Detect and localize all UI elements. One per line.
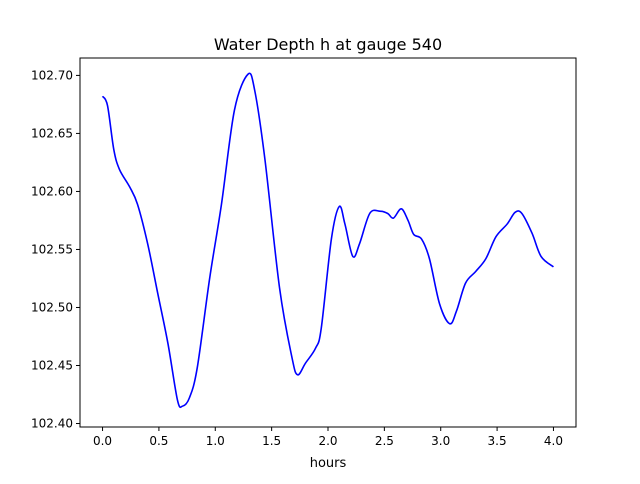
y-tick-label: 102.65 [31, 126, 73, 140]
y-tick-label: 102.40 [31, 417, 73, 431]
x-tick-label: 0.0 [93, 434, 112, 448]
y-tick-label: 102.70 [31, 68, 73, 82]
y-tick-label: 102.60 [31, 184, 73, 198]
x-tick-label: 2.0 [318, 434, 337, 448]
series-line-h [101, 72, 554, 409]
x-tick-label: 0.5 [149, 434, 168, 448]
x-tick-label: 4.0 [544, 434, 563, 448]
x-tick-label: 2.5 [375, 434, 394, 448]
y-tick-label: 102.45 [31, 359, 73, 373]
x-tick-label: 1.0 [206, 434, 225, 448]
y-tick-label: 102.55 [31, 242, 73, 256]
x-axis-label: hours [310, 456, 347, 471]
y-tick-label: 102.50 [31, 300, 73, 314]
x-tick-label: 1.5 [262, 434, 281, 448]
chart-title: Water Depth h at gauge 540 [214, 35, 442, 54]
x-tick-label: 3.0 [431, 434, 450, 448]
x-tick-label: 3.5 [488, 434, 507, 448]
